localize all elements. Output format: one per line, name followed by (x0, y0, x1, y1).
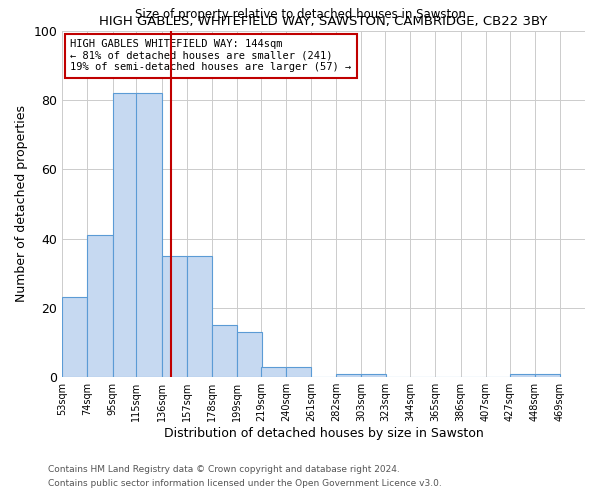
X-axis label: Distribution of detached houses by size in Sawston: Distribution of detached houses by size … (164, 427, 484, 440)
Bar (62, 298, 88, 377)
Title: HIGH GABLES, WHITEFIELD WAY, SAWSTON, CAMBRIDGE, CB22 3BY: HIGH GABLES, WHITEFIELD WAY, SAWSTON, CA… (100, 15, 548, 28)
Bar (237, 332, 262, 377)
Text: HIGH GABLES WHITEFIELD WAY: 144sqm
← 81% of detached houses are smaller (241)
19: HIGH GABLES WHITEFIELD WAY: 144sqm ← 81%… (70, 39, 352, 72)
Bar (535, 374, 560, 377)
Bar (88, 235, 113, 377)
Text: Contains public sector information licensed under the Open Government Licence v3: Contains public sector information licen… (48, 479, 442, 488)
Bar (136, 93, 161, 377)
Bar (261, 367, 286, 377)
Text: Size of property relative to detached houses in Sawston: Size of property relative to detached ho… (134, 8, 466, 20)
Bar (509, 374, 535, 377)
Bar (336, 374, 361, 377)
Bar (212, 325, 237, 377)
Text: Contains HM Land Registry data © Crown copyright and database right 2024.: Contains HM Land Registry data © Crown c… (48, 466, 400, 474)
Bar (286, 367, 311, 377)
Bar (161, 256, 187, 377)
Bar (361, 374, 386, 377)
Bar (113, 93, 137, 377)
Bar (187, 256, 212, 377)
Y-axis label: Number of detached properties: Number of detached properties (15, 106, 28, 302)
